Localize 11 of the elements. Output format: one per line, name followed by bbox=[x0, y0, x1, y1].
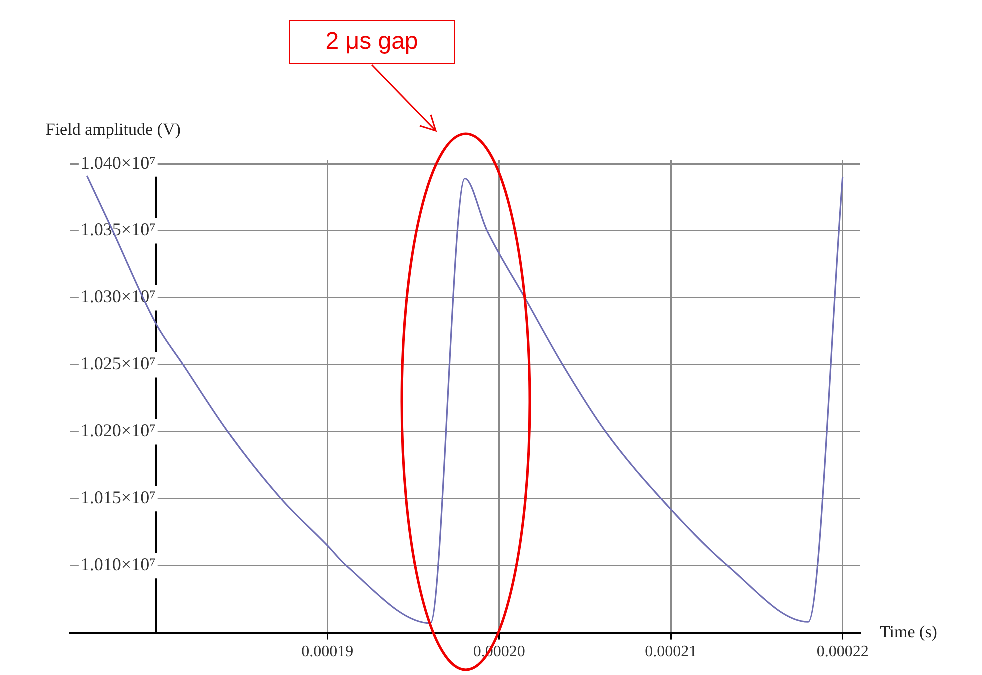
y-axis-title: Field amplitude (V) bbox=[46, 120, 181, 139]
x-axis-title: Time (s) bbox=[880, 622, 938, 642]
y-tick-label: 1.040×10⁷ bbox=[80, 152, 156, 173]
x-tick-label: 0.00022 bbox=[816, 644, 869, 661]
y-tick-label: 1.025×10⁷ bbox=[80, 354, 156, 374]
x-tick-label: 0.00021 bbox=[645, 644, 698, 661]
y-tick-label: 1.015×10⁷ bbox=[80, 488, 156, 508]
x-tick-label: 0.00019 bbox=[302, 644, 354, 661]
y-tick-label: 1.020×10⁷ bbox=[80, 420, 156, 441]
y-tick-label: 1.010×10⁷ bbox=[80, 554, 156, 575]
text: 2 μs gap bbox=[289, 20, 455, 64]
